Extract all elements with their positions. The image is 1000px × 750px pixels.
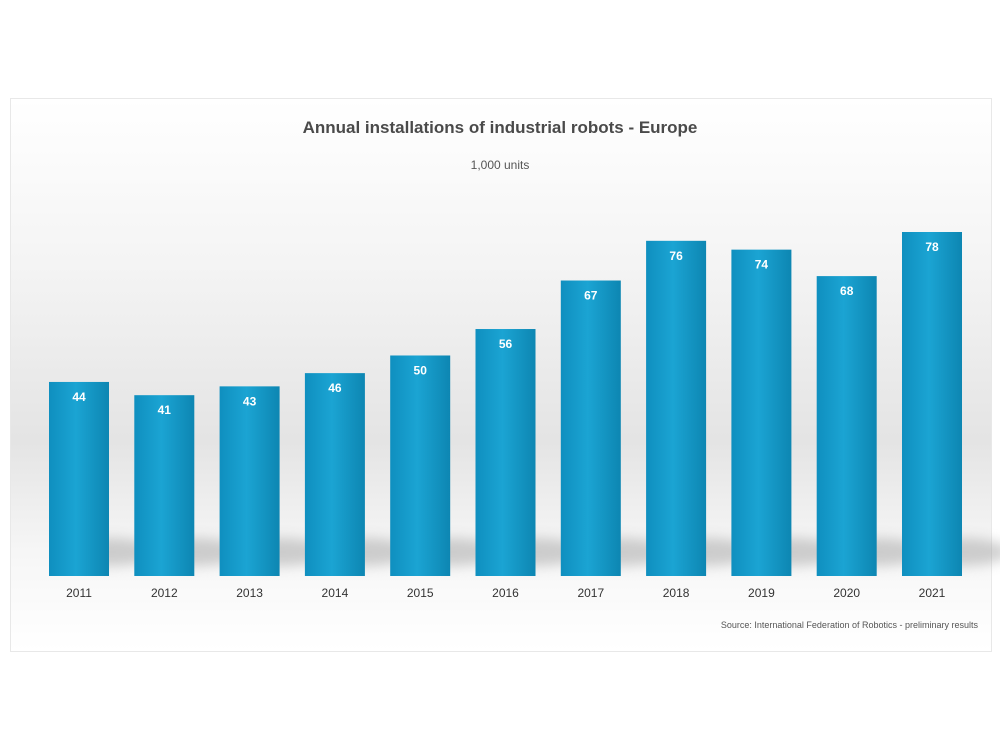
bar-2014 bbox=[304, 373, 365, 576]
x-tick-label: 2017 bbox=[577, 586, 604, 600]
data-label-2013: 43 bbox=[243, 394, 257, 408]
x-tick-label: 2015 bbox=[407, 586, 434, 600]
x-tick-label: 2013 bbox=[236, 586, 263, 600]
data-label-2020: 68 bbox=[840, 284, 854, 298]
x-tick-label: 2014 bbox=[322, 586, 349, 600]
data-label-2012: 41 bbox=[158, 403, 172, 417]
x-tick-label: 2018 bbox=[663, 586, 690, 600]
data-label-2011: 44 bbox=[72, 390, 86, 404]
data-label-2014: 46 bbox=[328, 381, 342, 395]
x-tick-label: 2020 bbox=[833, 586, 860, 600]
x-tick-label: 2016 bbox=[492, 586, 519, 600]
x-tick-label: 2012 bbox=[151, 586, 178, 600]
data-label-2016: 56 bbox=[499, 337, 513, 351]
chart-subtitle: 1,000 units bbox=[470, 158, 530, 172]
x-tick-label: 2021 bbox=[919, 586, 946, 600]
data-label-2017: 67 bbox=[584, 289, 598, 303]
x-tick-label: 2011 bbox=[66, 586, 92, 600]
bar-2013 bbox=[219, 386, 280, 576]
data-label-2019: 74 bbox=[755, 258, 769, 272]
bar-2015 bbox=[390, 355, 451, 576]
data-label-2021: 78 bbox=[925, 240, 939, 254]
bar-2021 bbox=[902, 232, 962, 576]
x-tick-label: 2019 bbox=[748, 586, 775, 600]
bar-2019 bbox=[731, 249, 792, 576]
bar-2020 bbox=[816, 276, 877, 576]
bar-2018 bbox=[646, 240, 707, 577]
data-label-2015: 50 bbox=[414, 363, 428, 377]
chart-source: Source: International Federation of Robo… bbox=[720, 620, 978, 630]
bar-2017 bbox=[560, 280, 621, 576]
chart-title: Annual installations of industrial robot… bbox=[302, 118, 698, 137]
bar-2011 bbox=[49, 381, 109, 576]
data-label-2018: 76 bbox=[669, 249, 683, 263]
bar-2016 bbox=[475, 329, 536, 576]
bar-2012 bbox=[134, 395, 195, 576]
